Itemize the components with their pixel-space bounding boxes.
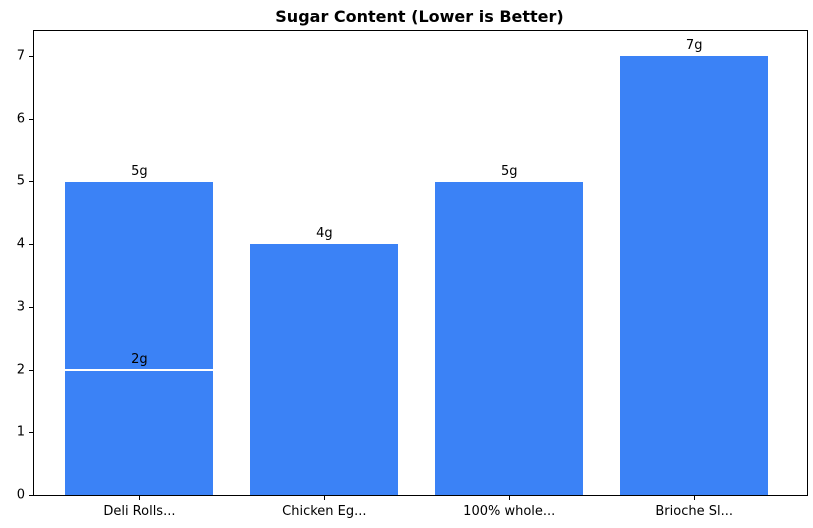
y-tick-label: 0 [16,487,25,503]
bar-2 [250,244,399,495]
y-tick-mark [29,118,33,120]
bar-4 [620,56,769,495]
x-tick-label: 100% whole... [463,504,556,519]
y-tick-mark [29,432,33,434]
y-tick-label: 1 [16,424,25,440]
x-tick-label: Deli Rolls... [103,504,176,519]
x-tick-mark [139,496,141,500]
y-tick-label: 2 [16,362,25,378]
y-tick-mark [29,306,33,308]
y-tick-label: 4 [16,236,25,252]
bar-3 [435,181,584,495]
y-tick-label: 5 [16,173,25,189]
bar-value-label: 7g [685,38,703,54]
y-tick-label: 6 [16,111,25,127]
x-tick-label: Chicken Eg... [282,504,367,519]
x-tick-mark [694,496,696,500]
y-tick-mark [29,56,33,58]
y-tick-mark [29,495,33,496]
x-tick-label: Brioche Sl... [655,504,733,519]
y-tick-label: 7 [16,48,25,64]
plot-area: 5g 4g 5g 7g 2g [33,30,808,496]
x-tick-mark [324,496,326,500]
annotation-line [65,368,214,371]
y-tick-mark [29,369,33,371]
annotation-label: 2g [131,351,148,367]
bar-value-label: 4g [316,226,333,242]
y-tick-mark [29,181,33,183]
bar-value-label: 5g [500,163,518,179]
y-tick-mark [29,244,33,246]
x-tick-mark [509,496,511,500]
bar-1 [65,181,214,495]
bar-value-label: 5g [131,163,148,179]
chart-title: Sugar Content (Lower is Better) [275,7,564,26]
y-tick-label: 3 [16,299,25,315]
